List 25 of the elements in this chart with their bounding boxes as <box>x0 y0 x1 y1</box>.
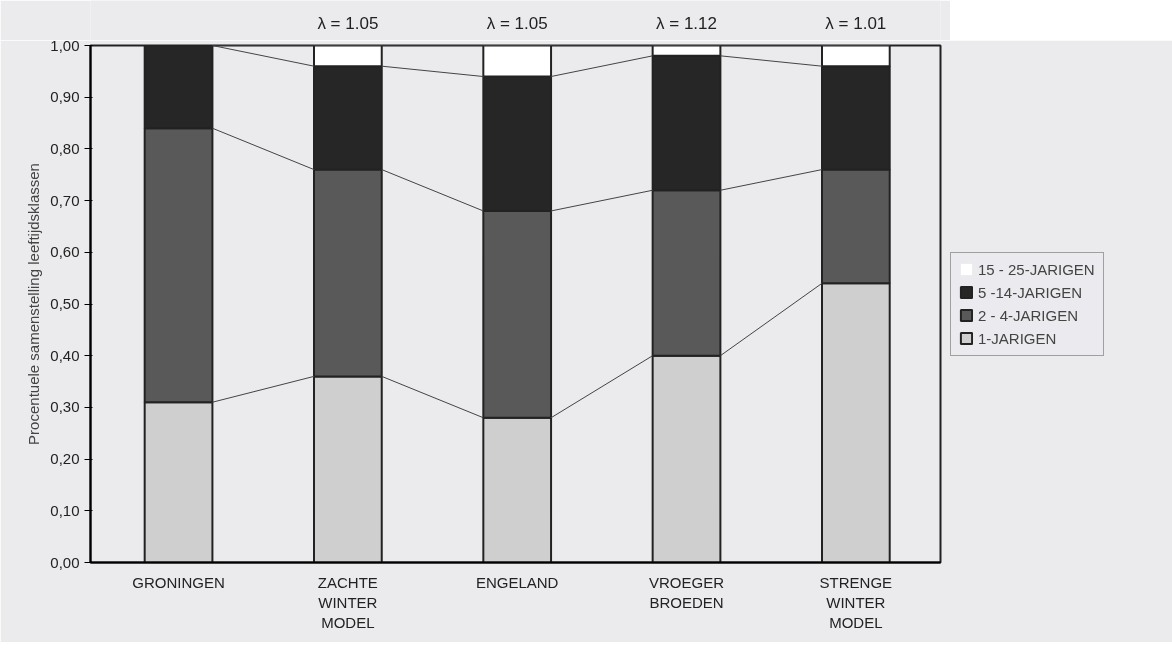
y-tick-label: 0,80 <box>50 139 80 157</box>
legend-label: 2 - 4-JARIGEN <box>978 306 1079 324</box>
legend-label: 1-JARIGEN <box>978 329 1057 347</box>
legend-label: 15 - 25-JARIGEN <box>978 260 1095 278</box>
annotation: λ = 1.01 <box>825 13 887 33</box>
annotation: λ = 1.05 <box>486 13 548 33</box>
annotation: λ = 1.12 <box>656 13 717 33</box>
x-tick-label: GRONINGEN <box>132 573 225 591</box>
y-tick-label: 0,00 <box>50 553 80 571</box>
y-tick-label: 1,00 <box>50 36 80 54</box>
y-tick-label: 0,40 <box>50 346 80 364</box>
y-tick-label: 0,90 <box>50 88 80 106</box>
legend-label: 5 -14-JARIGEN <box>978 283 1083 301</box>
x-tick-label: VROEGER BROEDEN <box>649 573 725 611</box>
x-tick-label: STRENGE WINTER MODEL <box>819 573 893 632</box>
y-axis-title: Procentuele samenstelling leeftijdsklassen <box>25 163 43 445</box>
y-tick-label: 0,70 <box>50 191 80 209</box>
y-tick-label: 0,50 <box>50 295 80 312</box>
x-tick-label: ENGELAND <box>475 573 559 591</box>
y-tick-label: 0,30 <box>50 398 80 416</box>
x-tick-label: ZACHTE WINTER MODEL <box>317 573 378 632</box>
y-tick-label: 0,60 <box>50 243 80 261</box>
annotation: λ = 1.05 <box>317 13 379 33</box>
y-tick-label: 0,10 <box>50 501 80 519</box>
y-tick-label: 0,20 <box>50 450 80 468</box>
